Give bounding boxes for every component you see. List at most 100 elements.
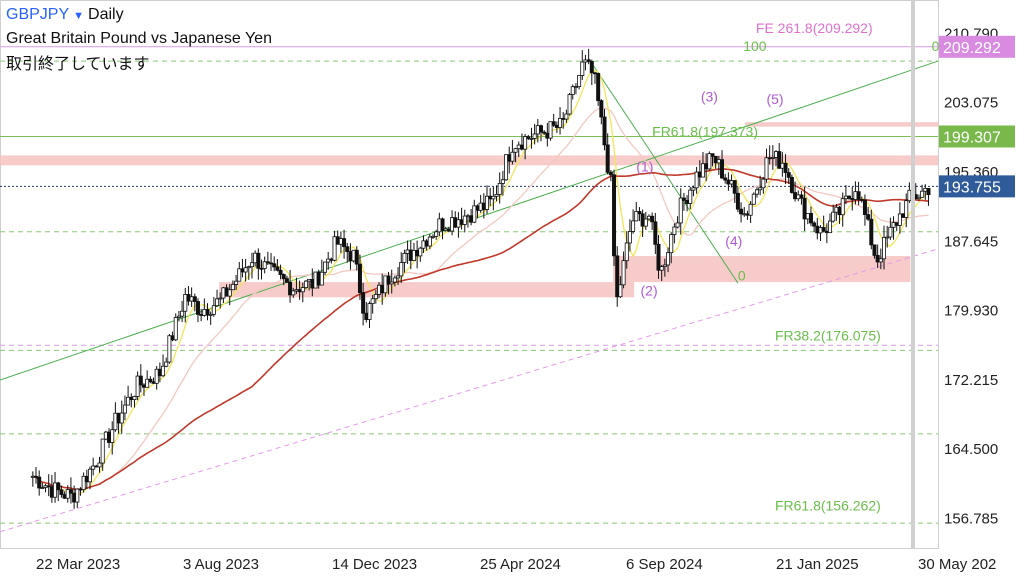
candle-body xyxy=(802,197,807,220)
candle xyxy=(91,457,96,476)
candle xyxy=(897,202,902,234)
candle-body xyxy=(100,438,105,464)
candle-body xyxy=(697,171,702,178)
candle xyxy=(882,225,887,270)
symbol-header[interactable]: GBPJPY ▼ Daily xyxy=(6,6,124,24)
moving-average-slow xyxy=(32,168,929,490)
candle xyxy=(532,123,537,145)
candle xyxy=(691,185,696,197)
candle-body xyxy=(103,431,108,440)
candle xyxy=(272,256,277,272)
candle-body xyxy=(681,197,686,201)
candle-body xyxy=(916,196,921,200)
candle xyxy=(288,270,293,303)
candle xyxy=(799,190,804,205)
candle-body xyxy=(475,205,480,211)
candle-body xyxy=(586,59,591,62)
candle xyxy=(281,273,286,286)
candle-body xyxy=(386,275,391,285)
candle xyxy=(151,377,156,385)
candle-body xyxy=(170,335,175,341)
candle xyxy=(847,195,852,200)
candle xyxy=(796,190,801,202)
candle-body xyxy=(176,315,181,318)
x-tick-label: 25 Apr 2024 xyxy=(480,556,561,573)
candle xyxy=(812,221,817,233)
candle-body xyxy=(421,240,426,249)
candle-body xyxy=(920,190,925,198)
candle xyxy=(538,124,543,142)
candle xyxy=(243,258,248,282)
plot-frame xyxy=(0,0,939,549)
candle-body xyxy=(81,475,86,491)
candle-body xyxy=(297,289,302,293)
candle xyxy=(269,252,274,271)
candle-body xyxy=(351,249,356,262)
candle-body xyxy=(650,215,655,223)
candle-body xyxy=(878,258,883,263)
candle-body xyxy=(888,226,893,238)
candle-body xyxy=(789,176,794,193)
candle-body xyxy=(672,226,677,235)
candle xyxy=(707,151,712,171)
candle xyxy=(30,471,35,487)
candle xyxy=(129,393,134,408)
candle-body xyxy=(758,187,763,191)
candle xyxy=(323,261,328,276)
candle xyxy=(723,173,728,184)
candle-body xyxy=(589,61,594,74)
candle xyxy=(240,258,245,278)
candle xyxy=(758,175,763,196)
candle-body xyxy=(653,221,658,245)
candle xyxy=(462,209,467,233)
candle xyxy=(107,428,112,448)
candle-body xyxy=(75,488,80,503)
candle-body xyxy=(443,228,448,232)
candle-body xyxy=(707,153,712,170)
candle xyxy=(494,185,499,202)
candle-body xyxy=(723,177,728,181)
candle xyxy=(180,300,185,322)
symbol-label[interactable]: GBPJPY xyxy=(6,6,70,23)
candle xyxy=(450,210,455,236)
candle-body xyxy=(357,263,362,293)
candle-body xyxy=(662,264,667,268)
candle-body xyxy=(30,475,35,478)
candle-body xyxy=(141,384,146,388)
candle-body xyxy=(713,155,718,164)
candle-body xyxy=(491,195,496,200)
candle-body xyxy=(278,269,283,275)
line-layer xyxy=(0,46,939,533)
y-tick-label: 179.930 xyxy=(944,303,998,320)
candle xyxy=(672,223,677,244)
candle-body xyxy=(33,475,38,478)
instrument-name: Great Britain Pound vs Japanese Yen xyxy=(6,30,272,47)
candle-body xyxy=(230,284,235,291)
candle xyxy=(488,187,493,207)
candle-body xyxy=(259,267,264,270)
candle xyxy=(634,201,639,222)
candle xyxy=(135,371,140,401)
support-resistance-zone xyxy=(0,155,938,166)
candle-body xyxy=(129,396,134,401)
candle-body xyxy=(548,121,553,139)
candle-body xyxy=(850,198,855,200)
moving-average-mid xyxy=(32,107,929,490)
candle-body xyxy=(526,136,531,139)
chart-annotation: FE 261.8(209.292) xyxy=(756,20,873,36)
candle xyxy=(662,258,667,277)
candle xyxy=(249,252,254,279)
symbol-dropdown-icon[interactable]: ▼ xyxy=(73,10,85,22)
candle-body xyxy=(793,192,798,200)
timeframe-label[interactable]: Daily xyxy=(88,6,124,23)
chart-annotation: (2) xyxy=(641,283,658,299)
candle-body xyxy=(688,189,693,204)
candle-body xyxy=(926,188,931,196)
candle xyxy=(894,222,899,232)
candle xyxy=(504,154,509,181)
candle-body xyxy=(326,258,331,263)
candle xyxy=(580,50,585,80)
chart-annotation: 100 xyxy=(743,38,767,54)
candle xyxy=(275,258,280,272)
